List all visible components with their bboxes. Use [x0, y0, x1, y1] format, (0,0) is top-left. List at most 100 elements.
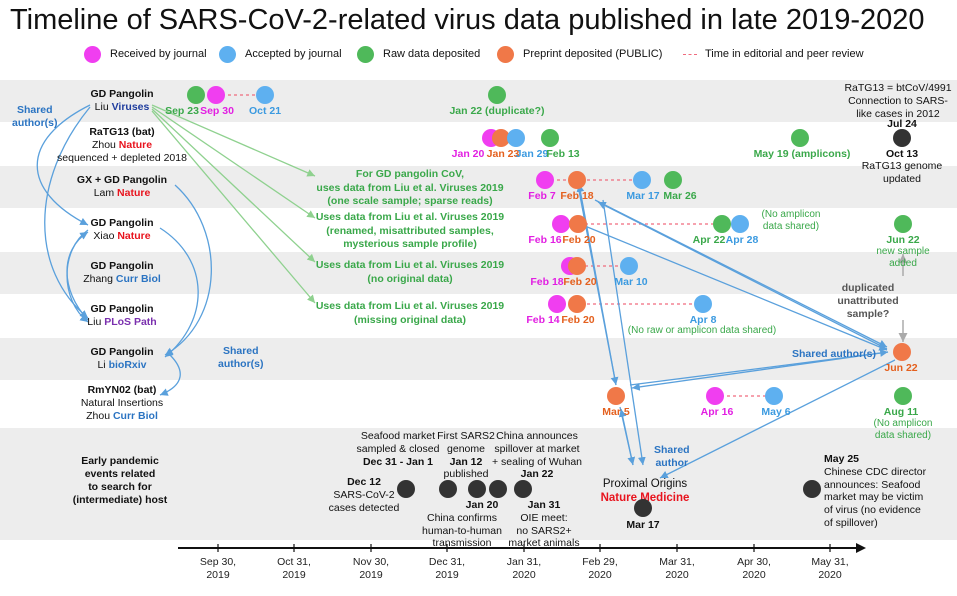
preprint-point [492, 129, 510, 147]
study-author: Liu [87, 316, 102, 329]
date-text: Jan 22 (duplicate?) [449, 105, 545, 117]
note-line: unattributed [837, 294, 899, 307]
date-label: Oct 21 [248, 105, 282, 117]
date-label: Sep 23 [165, 105, 199, 117]
blue-left-arcs [36, 104, 212, 396]
event-point [634, 499, 652, 517]
event-first-genome-text: First SARS2 genome Jan 12 published [437, 430, 495, 481]
event-line: Proximal Origins [602, 478, 688, 490]
event-date: Dec 12 [347, 476, 381, 488]
preprint-point [568, 171, 586, 189]
date-label: Apr 16 [700, 406, 734, 418]
preprint-point [893, 343, 911, 361]
note-line: (no original data) [367, 272, 453, 285]
accepted-point [256, 86, 274, 104]
study-journal: bioRxiv [108, 359, 147, 372]
tick-line: Apr 30, [737, 556, 771, 568]
note-line: For GD pangolin CoV, [355, 168, 465, 180]
event-line: announces: Seafood [824, 478, 921, 491]
study-lam: GX + GD Pangolin Lam Nature [47, 174, 197, 200]
note-line: (missing original data) [353, 313, 466, 326]
study-journal: PLoS Path [104, 316, 157, 329]
band-li [0, 338, 957, 380]
tick-line: Oct 31, [277, 556, 311, 568]
date-label: Feb 20 [563, 276, 597, 288]
preprint-point [569, 215, 587, 233]
legend-label: Time in editorial and peer review [705, 48, 864, 60]
event-line: First SARS2 [437, 430, 495, 442]
note-line: Uses data from Liu et al. Viruses 2019 [315, 300, 505, 312]
event-line: market animals [508, 537, 580, 550]
study-name: GD Pangolin [90, 260, 154, 272]
study-extra: Natural Insertions [80, 397, 164, 410]
received-point [548, 295, 566, 313]
date-label: Apr 8 [689, 314, 717, 326]
event-line: sampled & closed [356, 442, 440, 455]
date-label: Jan 20 [451, 148, 485, 160]
shared-line: Shared [16, 104, 53, 116]
date-label: Jan 29 [515, 148, 549, 160]
study-journal: Viruses [111, 101, 150, 114]
event-date: Jan 31 [527, 499, 561, 511]
axis-tick-label: Feb 29, 2020 [582, 556, 618, 582]
tick-line: 2019 [282, 569, 306, 582]
event-line: cases detected [328, 501, 400, 514]
note-xiao: Uses data from Liu et al. Viruses 2019 (… [316, 211, 504, 252]
legend-label: Preprint deposited (PUBLIC) [523, 48, 663, 60]
page-title: Timeline of SARS-CoV-2-related virus dat… [10, 4, 925, 36]
received-point [536, 171, 554, 189]
date-label: Feb 16 [528, 234, 562, 246]
date-label: Jun 22 [886, 234, 920, 246]
no-amplicon-note: (No amplicon data shared) [762, 209, 821, 232]
date-label: Feb 20 [561, 314, 595, 326]
study-name: GD Pangolin [90, 88, 154, 100]
study-journal: Curr Biol [115, 273, 161, 286]
date-label: Jan 22 (duplicate?) [449, 105, 545, 118]
note-line: (one scale sample; sparse reads) [327, 195, 493, 208]
date-label: Mar 10 [614, 276, 648, 288]
study-early-events: Early pandemic events related to search … [45, 455, 195, 508]
date-label: Aug 11 [883, 406, 919, 418]
note-line: Uses data from Liu et al. Viruses 2019 [315, 211, 505, 223]
event-line: OIE meet: [520, 511, 568, 524]
event-line: Seafood market [360, 430, 436, 442]
study-author: Zhang [83, 273, 113, 286]
received-point [552, 215, 570, 233]
legend-label: Raw data deposited [383, 48, 481, 60]
tick-line: Mar 31, [659, 556, 695, 568]
note-line: (No amplicon [761, 209, 821, 220]
event-point [489, 480, 507, 498]
accepted-point [620, 257, 638, 275]
study-name: RaTG13 (bat) [89, 126, 155, 138]
tick-line: Sep 30, [199, 556, 237, 568]
received-point [706, 387, 724, 405]
study-xiao: GD Pangolin Xiao Nature [47, 217, 197, 243]
shared-authors-right: Shared author(s) [792, 348, 877, 360]
no-amplicon-note: (No amplicon data shared) [874, 418, 933, 441]
study-name: GD Pangolin [90, 217, 154, 229]
study-author: Liu [94, 101, 109, 114]
tick-line: 2020 [588, 569, 612, 582]
raw-dot-icon [357, 45, 374, 63]
event-date: Dec 31 - Jan 1 [362, 455, 434, 468]
event-dec12-text: Dec 12 SARS-CoV-2 cases detected [329, 476, 400, 514]
note-line: (renamed, misattributed samples, [326, 224, 494, 237]
new-sample-note: new sample added [876, 246, 929, 269]
axis-tick-label: Dec 31, 2019 [429, 556, 465, 582]
event-line: published [443, 468, 489, 481]
raw-data-point [894, 215, 912, 233]
date-label: Mar 26 [663, 190, 697, 202]
axis-tick-label: May 31, 2020 [811, 556, 848, 582]
event-line: market may be victim [824, 491, 924, 504]
note-line: updated [883, 172, 921, 185]
event-date: Jan 22 [520, 468, 554, 481]
raw-data-point [187, 86, 205, 104]
tick-line: Nov 30, [352, 556, 390, 568]
axis-tick-label: Jan 31, 2020 [507, 556, 541, 582]
note-zhang: Uses data from Liu et al. Viruses 2019 (… [316, 259, 504, 286]
accepted-point [765, 387, 783, 405]
preprint-point [568, 257, 586, 275]
shared-line: Shared [654, 444, 690, 456]
raw-data-point [664, 171, 682, 189]
